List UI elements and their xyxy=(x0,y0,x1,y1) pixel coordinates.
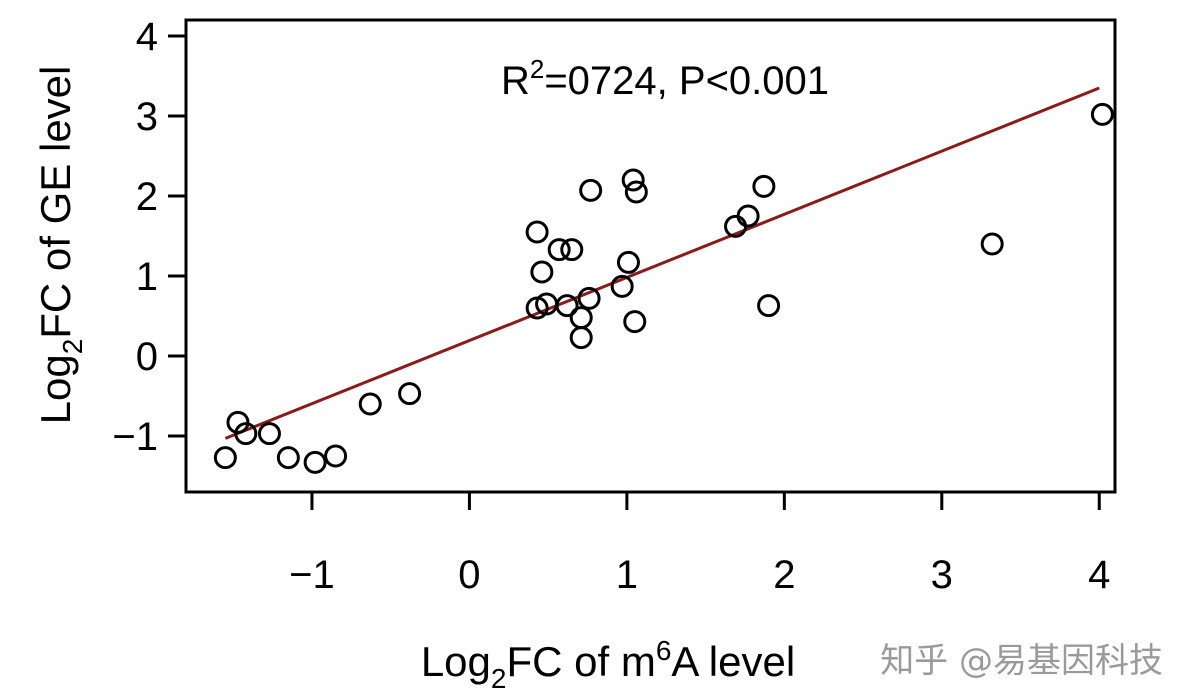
y-tick-label: 1 xyxy=(136,255,158,299)
data-point xyxy=(621,168,645,192)
y-tick-label: 0 xyxy=(136,335,158,379)
data-point xyxy=(752,174,776,198)
data-point xyxy=(547,238,571,262)
data-point xyxy=(525,220,549,244)
data-point xyxy=(757,294,781,318)
watermark: 知乎 @易基因科技 xyxy=(880,641,1163,681)
data-point xyxy=(569,326,593,350)
data-point xyxy=(624,180,648,204)
x-tick-label: −1 xyxy=(289,553,335,597)
plot-frame xyxy=(184,18,1117,494)
x-tick-label: 1 xyxy=(616,553,638,597)
y-tick-label: 2 xyxy=(136,175,158,219)
y-tick-label: −1 xyxy=(112,415,158,459)
regression-line xyxy=(224,86,1100,440)
data-point xyxy=(257,422,281,446)
data-point xyxy=(555,294,579,318)
data-point xyxy=(234,422,258,446)
data-points xyxy=(213,102,1114,474)
data-point xyxy=(213,446,237,470)
x-tick-label: 3 xyxy=(931,553,953,597)
y-tick-label: 4 xyxy=(136,15,158,59)
data-point xyxy=(1090,102,1114,126)
data-point xyxy=(303,450,327,474)
y-tick-label: 3 xyxy=(136,95,158,139)
data-point xyxy=(276,446,300,470)
data-point xyxy=(623,310,647,334)
data-point xyxy=(324,444,348,468)
data-point xyxy=(579,178,603,202)
data-point xyxy=(736,204,760,228)
data-point xyxy=(577,286,601,310)
x-tick-label: 2 xyxy=(773,553,795,597)
data-point xyxy=(530,260,554,284)
annotation-text: R2=0724, P<0.001 xyxy=(501,54,829,103)
data-point xyxy=(610,274,634,298)
y-axis-title: Log2FC of GE level xyxy=(32,66,88,425)
x-axis: −1 0 1 2 3 4 xyxy=(289,492,1110,597)
data-point xyxy=(569,306,593,330)
x-axis-title: Log2FC of m6A level xyxy=(421,635,795,694)
data-point xyxy=(398,382,422,406)
x-tick-label: 4 xyxy=(1088,553,1110,597)
data-point xyxy=(616,250,640,274)
data-point xyxy=(560,238,584,262)
data-point xyxy=(980,232,1004,256)
y-axis: −1 0 1 2 3 4 xyxy=(112,15,186,459)
x-tick-label: 0 xyxy=(458,553,480,597)
data-point xyxy=(358,392,382,416)
